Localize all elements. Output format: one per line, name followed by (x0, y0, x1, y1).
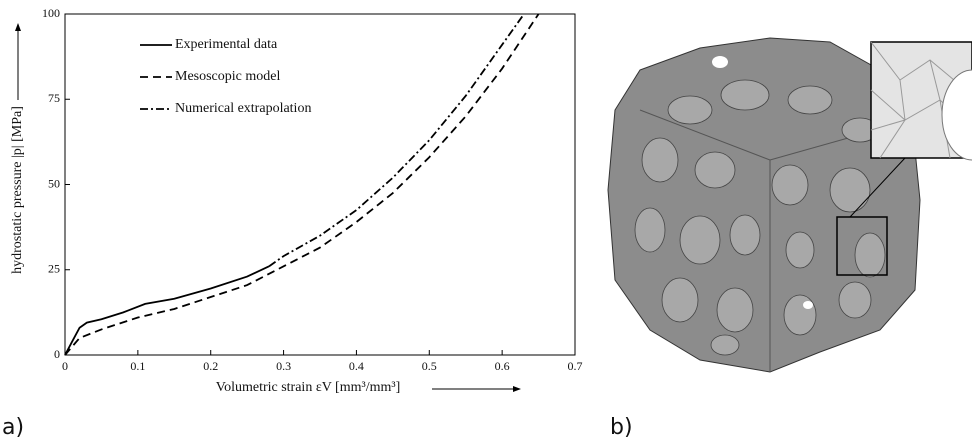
x-tick-label: 0.6 (495, 359, 510, 373)
data-line (64, 265, 270, 356)
x-tick-label: 0.3 (276, 359, 291, 373)
plot-frame (64, 13, 576, 356)
x-tick-label: 0.4 (349, 359, 364, 373)
x-tick-label: 0.5 (422, 359, 437, 373)
x-tick-label: 0 (62, 359, 68, 373)
x-tick-label: 0.2 (203, 359, 218, 373)
x-tick-label: 0.7 (568, 359, 583, 373)
panel-label: a) (2, 415, 24, 440)
legend-label: Experimental data (175, 37, 278, 52)
data-line (64, 13, 540, 356)
legend-label: Numerical extrapolation (175, 101, 311, 116)
legend-label: Mesoscopic model (175, 69, 280, 84)
y-tick-label: 0 (54, 347, 60, 361)
x-tick-label: 0.1 (130, 359, 145, 373)
y-tick-label: 100 (42, 6, 60, 20)
y-tick-label: 75 (48, 91, 60, 105)
y-tick-label: 25 (48, 262, 60, 276)
panel-label: b) (610, 415, 633, 440)
y-tick-label: 50 (48, 176, 60, 190)
foam-illustration (607, 37, 972, 373)
data-line (268, 13, 525, 268)
y-axis-label: hydrostatic pressure |p| [MPa] (10, 106, 25, 274)
x-axis-label: Volumetric strain εV [mm³/mm³] (216, 380, 400, 395)
